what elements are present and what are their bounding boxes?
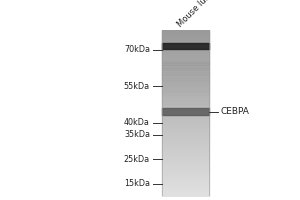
Text: 70kDa: 70kDa bbox=[124, 45, 150, 54]
Text: 25kDa: 25kDa bbox=[124, 155, 150, 164]
Text: 40kDa: 40kDa bbox=[124, 118, 150, 127]
Text: 35kDa: 35kDa bbox=[124, 130, 150, 139]
Text: CEBPA: CEBPA bbox=[220, 107, 249, 116]
Text: Mouse lung: Mouse lung bbox=[176, 0, 217, 29]
Text: 55kDa: 55kDa bbox=[124, 82, 150, 91]
Text: 15kDa: 15kDa bbox=[124, 179, 150, 188]
